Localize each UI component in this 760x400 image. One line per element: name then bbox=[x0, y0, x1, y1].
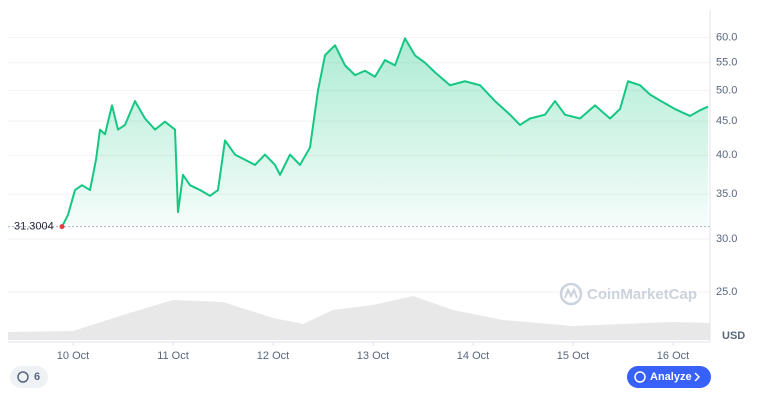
history-button-bg[interactable] bbox=[10, 366, 48, 388]
analyze-label[interactable]: Analyze bbox=[650, 371, 692, 383]
reference-label: 31.3004 bbox=[14, 221, 54, 233]
history-count[interactable]: 6 bbox=[34, 371, 40, 383]
axes: 60.0 55.0 50.0 45.0 40.0 35.0 30.0 25.0 10 Oct 11… bbox=[57, 31, 738, 362]
analyze-button-bg[interactable] bbox=[627, 366, 711, 388]
history-button[interactable]: 6 bbox=[10, 366, 48, 388]
y-tick-label: 55.0 bbox=[716, 57, 737, 69]
x-tick-label: 15 Oct bbox=[557, 350, 589, 362]
analyze-chevron bbox=[694, 372, 701, 382]
x-tick-label: 16 Oct bbox=[657, 350, 689, 362]
analyze-icon bbox=[634, 371, 646, 383]
price-area bbox=[62, 38, 708, 227]
y-tick-label: 50.0 bbox=[716, 84, 737, 96]
watermark-text: CoinMarketCap bbox=[587, 286, 697, 303]
volume-layer bbox=[8, 296, 710, 340]
y-tick-label: 40.0 bbox=[716, 149, 737, 161]
price-layer: 31.3004 bbox=[8, 37, 710, 233]
volume-area bbox=[8, 296, 710, 340]
y-tick-label: 30.0 bbox=[716, 233, 737, 245]
y-tick-label: 35.0 bbox=[716, 188, 737, 200]
reference-dot bbox=[59, 224, 65, 230]
y-tick-label: 25.0 bbox=[716, 286, 737, 298]
watermark-logo bbox=[559, 282, 583, 306]
watermark-logo-mark bbox=[564, 287, 578, 299]
y-tick-label: 45.0 bbox=[716, 115, 737, 127]
y-tick-label: 60.0 bbox=[716, 31, 737, 43]
price-line bbox=[61, 37, 709, 228]
x-tick-label: 11 Oct bbox=[157, 350, 189, 362]
analyze-button[interactable]: Analyze bbox=[627, 366, 711, 388]
x-tick-label: 13 Oct bbox=[357, 350, 389, 362]
x-tick-label: 12 Oct bbox=[257, 350, 289, 362]
history-icon bbox=[17, 371, 29, 383]
currency-label: USD bbox=[722, 330, 745, 342]
x-tick-label: 14 Oct bbox=[457, 350, 489, 362]
watermark: CoinMarketCap bbox=[559, 282, 697, 306]
x-tick-label: 10 Oct bbox=[57, 350, 89, 362]
